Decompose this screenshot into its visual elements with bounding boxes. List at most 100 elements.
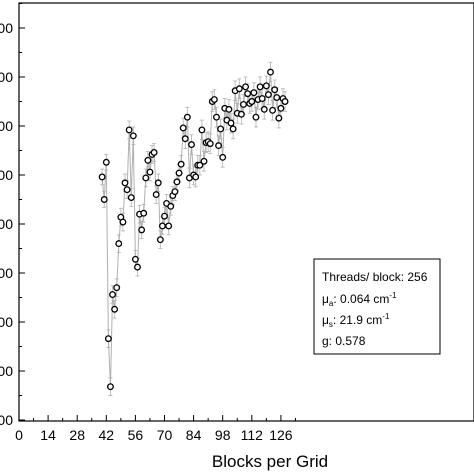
legend-mu-s-sup: -1: [382, 312, 390, 321]
legend-g: g: 0.578: [322, 334, 366, 348]
data-point: [154, 179, 162, 187]
data-points: [98, 68, 289, 391]
data-point: [175, 169, 183, 177]
data-point: [213, 113, 220, 121]
legend-mu-a-sub: a: [329, 299, 334, 308]
data-point: [196, 161, 204, 169]
legend-mu-s-sub: s: [329, 320, 333, 329]
data-point: [102, 158, 110, 166]
data-point: [140, 209, 148, 217]
y-tick-label: 000: [0, 216, 13, 232]
y-tick-label: 000: [0, 363, 13, 379]
data-point: [146, 168, 154, 176]
data-point: [273, 94, 281, 102]
data-point: [198, 126, 206, 134]
data-point: [144, 156, 152, 164]
data-point: [129, 132, 137, 140]
legend-box: Threads/ block: 256 μa: 0.064 cm-1 μs: 2…: [313, 258, 441, 355]
data-point: [181, 135, 189, 143]
data-point: [206, 140, 214, 148]
x-tick-label: 0: [15, 427, 23, 443]
data-point: [104, 335, 112, 343]
data-point: [165, 222, 173, 230]
data-point: [113, 284, 121, 292]
legend-mu-s-value: : 21.9 cm: [333, 313, 382, 327]
data-point: [100, 196, 108, 203]
legend-mu-s-symbol: μ: [322, 313, 329, 327]
data-point: [248, 98, 256, 105]
data-point: [269, 106, 277, 114]
x-tick-label: 126: [269, 427, 293, 443]
data-point: [252, 113, 260, 121]
data-point: [227, 119, 235, 127]
data-point: [258, 95, 266, 103]
data-point: [183, 113, 191, 121]
data-point: [277, 104, 285, 112]
data-point: [244, 90, 252, 98]
y-axis: 000 000 000 000 000 000 000 000 000: [0, 3, 25, 428]
data-point: [281, 98, 289, 105]
data-point: [150, 149, 158, 156]
data-point: [192, 173, 200, 181]
data-point: [142, 174, 150, 182]
data-point: [125, 126, 133, 134]
x-tick-label: 14: [40, 427, 56, 443]
x-axis-title: Blocks per Grid: [212, 452, 328, 471]
legend-frame: [313, 258, 441, 355]
legend-mu-a-symbol: μ: [322, 292, 329, 306]
data-point: [200, 157, 208, 165]
data-point: [119, 218, 127, 226]
data-point: [237, 110, 245, 118]
data-point: [177, 160, 185, 168]
y-tick-label: 000: [0, 265, 13, 281]
data-point: [167, 202, 175, 210]
data-point: [229, 125, 237, 133]
data-point: [138, 226, 146, 234]
legend-mu-a: μa: 0.064 cm-1: [322, 291, 397, 308]
data-point: [127, 194, 135, 201]
data-point: [134, 263, 141, 271]
legend-threads: Threads/ block: 256: [322, 270, 428, 284]
data-point: [271, 86, 279, 94]
data-point: [210, 96, 218, 103]
data-point: [264, 91, 272, 99]
y-tick-label: 000: [0, 69, 13, 85]
data-point: [109, 291, 116, 299]
y-tick-label: 000: [0, 167, 13, 183]
x-tick-label: 56: [128, 427, 144, 443]
y-tick-label: 000: [0, 118, 13, 134]
y-tick-label: 000: [0, 20, 13, 36]
data-point: [262, 82, 270, 90]
y-tick-label: 000: [0, 314, 13, 330]
data-point: [121, 179, 129, 187]
data-point: [240, 100, 247, 108]
data-point: [173, 178, 181, 186]
error-bars: [100, 61, 288, 396]
plot-frame: [18, 2, 474, 422]
legend-mu-s: μs: 21.9 cm-1: [322, 312, 390, 329]
data-point: [98, 173, 106, 181]
x-tick-label: 112: [241, 427, 264, 443]
legend-mu-a-value: : 0.064 cm: [333, 292, 389, 306]
data-point: [179, 124, 187, 132]
data-point: [225, 105, 233, 113]
data-point: [188, 141, 195, 149]
data-point: [156, 236, 164, 244]
data-point: [131, 255, 139, 263]
data-point: [115, 240, 123, 248]
x-tick-label: 28: [69, 427, 85, 443]
data-point: [250, 89, 258, 97]
data-point: [267, 68, 274, 76]
x-tick-label: 98: [215, 427, 231, 443]
data-point: [123, 186, 131, 194]
data-point: [215, 142, 222, 150]
data-point: [111, 305, 119, 313]
data-point: [256, 83, 264, 91]
data-point: [275, 114, 283, 122]
x-tick-label: 42: [99, 427, 115, 443]
data-point: [217, 125, 225, 133]
x-tick-label: 84: [186, 427, 202, 443]
data-point: [242, 83, 250, 91]
data-point: [161, 212, 168, 220]
